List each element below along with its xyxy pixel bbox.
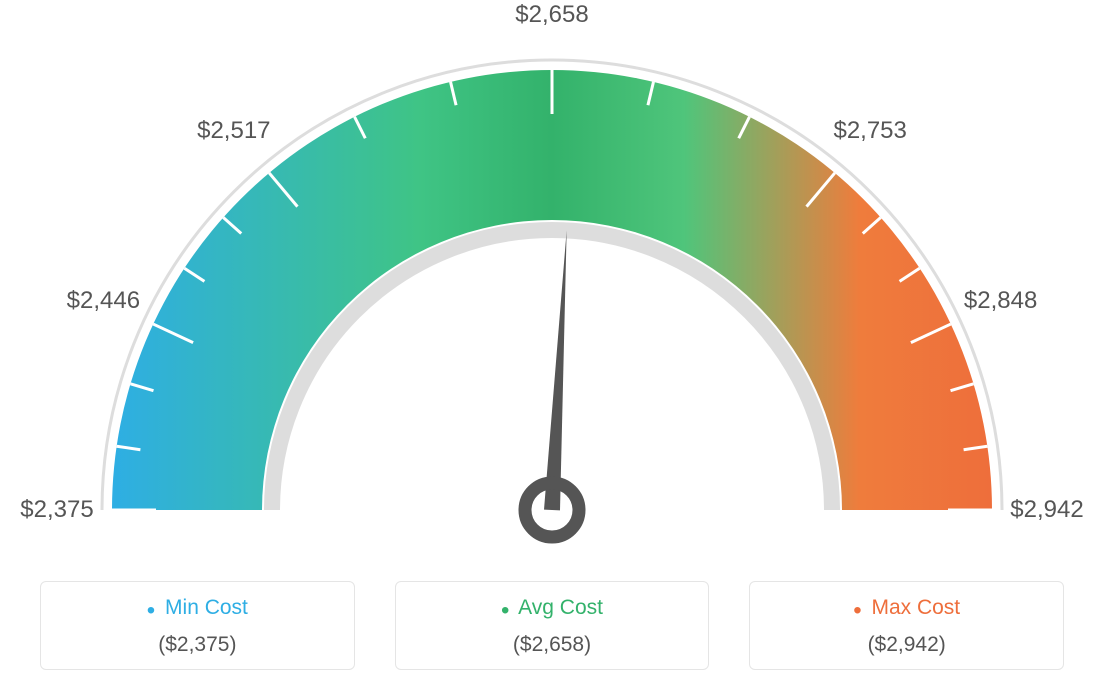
legend-title-max: • Max Cost [760, 596, 1053, 625]
legend-value-max: ($2,942) [760, 633, 1053, 657]
gauge-tick-label: $2,942 [1010, 496, 1083, 524]
gauge-tick-label: $2,658 [515, 1, 588, 29]
legend-value-min: ($2,375) [51, 633, 344, 657]
gauge-tick-label: $2,848 [964, 287, 1037, 315]
legend-title-min: • Min Cost [51, 596, 344, 625]
dot-icon: • [147, 597, 155, 624]
gauge-tick-label: $2,753 [833, 117, 906, 145]
legend-label-avg: Avg Cost [518, 596, 603, 619]
legend-label-min: Min Cost [165, 596, 248, 619]
dot-icon: • [501, 597, 509, 624]
legend-row: • Min Cost ($2,375) • Avg Cost ($2,658) … [0, 581, 1104, 670]
dot-icon: • [853, 597, 861, 624]
legend-title-avg: • Avg Cost [406, 596, 699, 625]
legend-value-avg: ($2,658) [406, 633, 699, 657]
legend-card-max: • Max Cost ($2,942) [749, 581, 1064, 670]
legend-card-avg: • Avg Cost ($2,658) [395, 581, 710, 670]
gauge-tick-label: $2,375 [20, 496, 93, 524]
legend-card-min: • Min Cost ($2,375) [40, 581, 355, 670]
legend-label-max: Max Cost [871, 596, 960, 619]
gauge-tick-label: $2,517 [197, 117, 270, 145]
gauge-chart: $2,375 $2,446 $2,517 $2,658 $2,753 $2,848 $2,9… [0, 0, 1104, 560]
gauge-tick-label: $2,446 [67, 287, 140, 315]
gauge-svg [0, 0, 1104, 560]
